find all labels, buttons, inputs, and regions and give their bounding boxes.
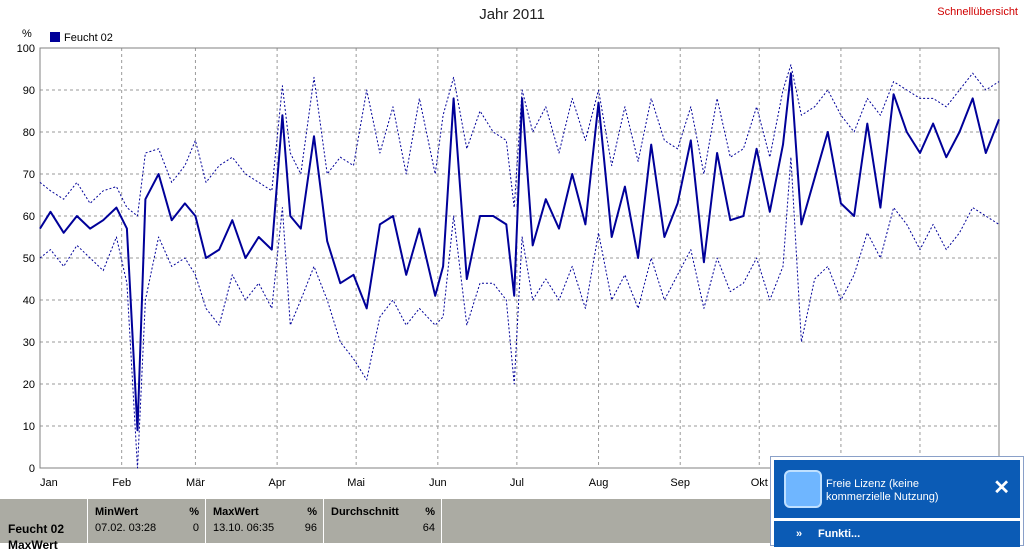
x-tick-label: Sep [670,477,690,489]
min-time: 07.02. 03:28 [95,522,157,534]
y-tick-label: 10 [23,421,35,433]
avg-header: Durchschnitt [331,506,399,518]
min-value: 0 [192,522,199,534]
y-tick-label: 70 [23,169,35,181]
series-max-line [39,64,1000,217]
max-header: MaxWert [213,506,259,518]
max-value: 96 [304,522,317,534]
y-axis-ticks: 0 10 20 30 40 50 60 70 80 90 100 [17,43,35,475]
y-tick-label: 90 [23,85,35,97]
y-tick-label: 40 [23,295,35,307]
functions-link[interactable]: Funkti... [818,528,861,540]
plot-frame [39,47,1000,469]
stats-next-row-label: MaxWert [8,538,58,552]
grid-lines [40,48,999,468]
x-tick-label: Jan [40,477,58,489]
x-tick-label: Aug [589,477,609,489]
close-icon[interactable]: ✕ [993,477,1010,499]
min-unit: % [189,506,199,518]
y-tick-label: 20 [23,379,35,391]
double-chevron-right-icon: » [796,528,803,540]
x-tick-label: Mai [347,477,365,489]
max-time: 13.10. 06:35 [213,522,275,534]
notification-header: Freie Lizenz (keine kommerzielle Nutzung… [774,460,1020,518]
max-value-cell: MaxWert % 13.10. 06:35 96 [205,499,323,543]
x-tick-label: Feb [112,477,131,489]
avg-unit: % [425,506,435,518]
avg-value-cell: Durchschnitt % 64 [323,499,441,543]
avg-value: 64 [422,522,435,534]
series-feucht-02-line [39,72,1000,432]
y-tick-label: 30 [23,337,35,349]
y-tick-label: 50 [23,253,35,265]
quick-overview-link[interactable]: Schnellübersicht [937,6,1018,18]
y-axis-unit: % [22,28,32,40]
license-notification: Freie Lizenz (keine kommerzielle Nutzung… [770,456,1024,547]
stats-empty-cell [441,499,771,543]
series-min-line [39,156,1000,469]
min-value-cell: MinWert % 07.02. 03:28 0 [87,499,205,543]
chart-title: Jahr 2011 [479,6,545,23]
y-tick-label: 60 [23,211,35,223]
x-axis-ticks: JanFebMärAprMaiJunJulAugSepOktNovDez [40,477,930,489]
legend-label: Feucht 02 [64,32,113,44]
x-tick-label: Apr [269,477,286,489]
x-tick-label: Jun [429,477,447,489]
notification-text: Freie Lizenz (keine kommerzielle Nutzung… [826,478,939,503]
min-header: MinWert [95,506,139,518]
x-tick-label: Jul [510,477,524,489]
x-tick-label: Mär [186,477,205,489]
y-tick-label: 100 [17,43,35,55]
y-tick-label: 0 [29,463,35,475]
app-logo-icon [784,470,822,508]
notification-action-bar[interactable]: » Funkti... [774,521,1020,547]
stats-series-name: Feucht 02 [8,522,65,536]
max-unit: % [307,506,317,518]
series-layer [39,64,1000,469]
x-tick-label: Okt [751,477,768,489]
y-tick-label: 80 [23,127,35,139]
legend-swatch [50,32,60,42]
humidity-chart: 0 10 20 30 40 50 60 70 80 90 100 Jan Feb Mär Apr Mai Ju… [17,28,1000,489]
